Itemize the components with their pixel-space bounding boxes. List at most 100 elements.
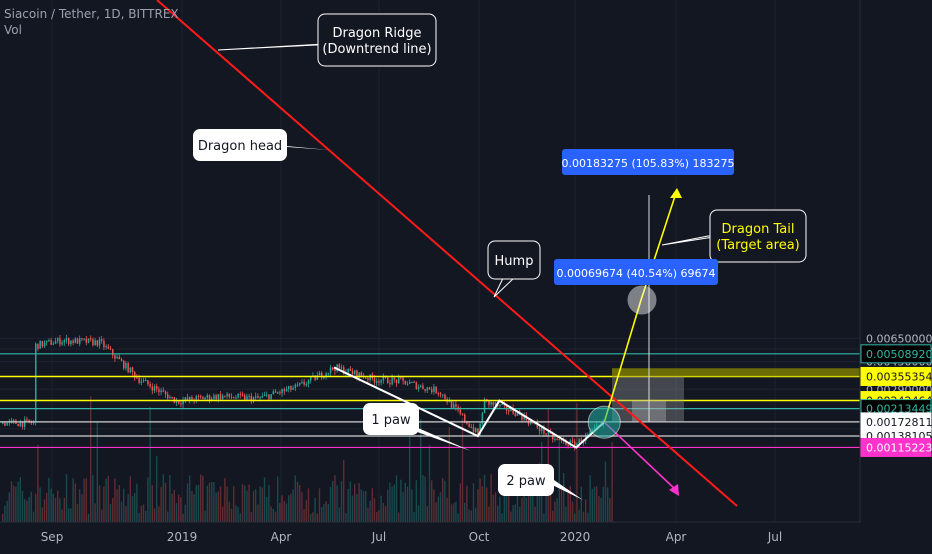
candle-body: [156, 386, 158, 390]
volume-bar: [266, 497, 268, 522]
volume-bar: [208, 482, 211, 522]
candle-body: [81, 338, 83, 340]
volume-bar: [470, 510, 472, 522]
volume-bar: [565, 506, 567, 522]
volume-bar: [94, 503, 96, 522]
volume-bar: [74, 483, 76, 522]
volume-bar: [488, 506, 490, 522]
volume-bar: [558, 441, 560, 522]
volume-label: Vol: [4, 23, 22, 37]
candle-body: [204, 397, 206, 400]
annotation-hump-text-0: Hump: [495, 254, 534, 269]
candle-body: [290, 386, 292, 390]
candle-body: [63, 340, 66, 343]
volume-bar: [611, 442, 613, 522]
candle-body: [558, 439, 561, 441]
annotation-dragon-head-text-0: Dragon head: [198, 139, 282, 154]
candle-body: [380, 380, 382, 383]
volume-bar: [523, 491, 525, 522]
candle-body: [483, 399, 486, 414]
volume-bar: [186, 483, 189, 522]
candle-body: [107, 346, 110, 349]
volume-bar: [17, 481, 19, 522]
candle-body: [395, 379, 398, 384]
volume-bar: [90, 396, 92, 522]
volume-bar: [70, 508, 72, 522]
volume-bar: [129, 476, 131, 522]
annotation-paw2-box: [498, 464, 554, 496]
candle-body: [378, 381, 380, 383]
candle-body: [332, 367, 334, 370]
volume-bar: [543, 513, 545, 522]
volume-bar: [336, 485, 338, 522]
candle-body: [318, 372, 321, 376]
candle-body: [10, 420, 13, 422]
measure-top-label: 0.00183275 (105.83%) 183275: [562, 157, 735, 170]
volume-bar: [494, 492, 497, 522]
volume-bar: [545, 492, 547, 522]
candle-body: [259, 397, 261, 399]
volume-bar: [26, 500, 28, 522]
candle-body: [464, 414, 466, 422]
downtrend-line: [156, 0, 738, 507]
candle-body: [314, 375, 316, 380]
volume-bar: [428, 445, 431, 522]
candle-body: [182, 400, 184, 405]
candle-body: [26, 419, 28, 421]
candle-body: [274, 391, 277, 393]
volume-bar: [109, 504, 112, 522]
volume-bar: [41, 507, 43, 522]
volume-bar: [136, 483, 138, 522]
volume-bar: [244, 485, 246, 522]
volume-bar: [252, 490, 255, 522]
candle-body: [206, 395, 209, 398]
candle-body: [459, 409, 462, 414]
candle-body: [547, 431, 550, 435]
volume-bar: [536, 483, 538, 522]
candle-body: [461, 413, 464, 415]
candle-body: [426, 387, 429, 391]
candle-body: [554, 438, 556, 440]
volume-bar: [112, 498, 114, 522]
measure-mid-label: 0.00069674 (40.54%) 69674: [557, 267, 716, 280]
candle-body: [226, 393, 228, 397]
volume-bar: [497, 505, 499, 522]
volume-bar: [433, 489, 435, 522]
candle-body: [61, 342, 63, 345]
volume-bar: [325, 501, 327, 522]
candle-body: [567, 444, 569, 446]
annotation-hump-box: [487, 240, 541, 280]
volume-bar: [270, 506, 272, 522]
candle-body: [296, 384, 299, 386]
volume-bar: [61, 509, 63, 522]
candle-body: [327, 372, 330, 374]
level-badge-0: [860, 344, 932, 364]
candle-body: [19, 422, 22, 427]
symbol-label: Siacoin / Tether, 1D, BITTREX: [4, 7, 179, 21]
candle-body: [30, 422, 33, 424]
candle-body: [153, 386, 156, 391]
volume-bar: [576, 403, 578, 522]
volume-bar: [272, 508, 274, 522]
volume-bar: [382, 503, 384, 522]
candle-body: [59, 338, 61, 345]
candle-body: [74, 338, 77, 343]
candle-body: [288, 386, 290, 390]
volume-bar: [197, 484, 200, 522]
annotation-dragon-tail-text-0: Dragon Tail: [722, 222, 795, 237]
candle-body: [127, 363, 129, 373]
x-tick-label-3: Jul: [371, 530, 386, 544]
annotation-hump: Hump: [487, 240, 541, 298]
candle-body: [340, 367, 343, 369]
chart-header: Siacoin / Tether, 1D, BITTREX Vol: [4, 6, 179, 38]
candle-body: [140, 381, 143, 383]
volume-bar: [24, 499, 26, 522]
volume-bar: [424, 476, 426, 522]
volume-bar: [164, 483, 167, 522]
volume-bar: [85, 478, 87, 522]
candle-body: [2, 422, 4, 424]
volume-bar: [281, 495, 283, 522]
volume-bar: [580, 486, 582, 522]
